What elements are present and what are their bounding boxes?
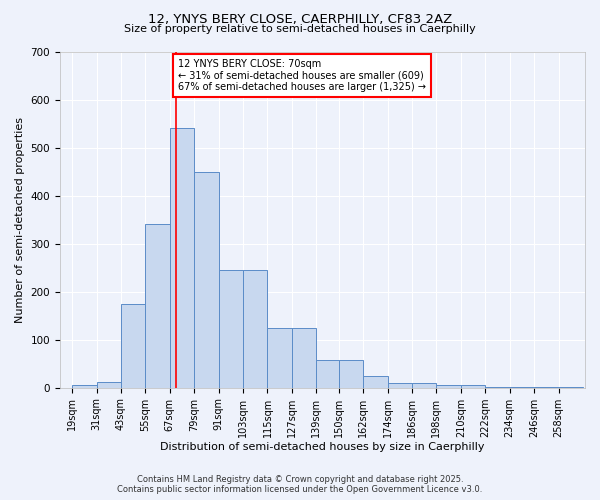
- Bar: [316, 360, 339, 388]
- Bar: [339, 360, 363, 388]
- Bar: [268, 328, 292, 388]
- Bar: [461, 386, 485, 388]
- Bar: [121, 304, 145, 388]
- Bar: [363, 376, 388, 388]
- Text: 12, YNYS BERY CLOSE, CAERPHILLY, CF83 2AZ: 12, YNYS BERY CLOSE, CAERPHILLY, CF83 2A…: [148, 12, 452, 26]
- Text: Size of property relative to semi-detached houses in Caerphilly: Size of property relative to semi-detach…: [124, 24, 476, 34]
- Bar: [412, 383, 436, 388]
- Bar: [72, 386, 97, 388]
- Bar: [292, 328, 316, 388]
- Bar: [194, 172, 218, 388]
- Bar: [218, 270, 243, 388]
- Bar: [97, 382, 121, 388]
- Y-axis label: Number of semi-detached properties: Number of semi-detached properties: [15, 116, 25, 322]
- Bar: [243, 270, 268, 388]
- Text: 12 YNYS BERY CLOSE: 70sqm
← 31% of semi-detached houses are smaller (609)
67% of: 12 YNYS BERY CLOSE: 70sqm ← 31% of semi-…: [178, 58, 426, 92]
- Bar: [388, 383, 412, 388]
- Text: Contains HM Land Registry data © Crown copyright and database right 2025.
Contai: Contains HM Land Registry data © Crown c…: [118, 474, 482, 494]
- Bar: [170, 128, 194, 388]
- Bar: [436, 386, 461, 388]
- X-axis label: Distribution of semi-detached houses by size in Caerphilly: Distribution of semi-detached houses by …: [160, 442, 485, 452]
- Bar: [145, 224, 170, 388]
- Bar: [485, 387, 509, 388]
